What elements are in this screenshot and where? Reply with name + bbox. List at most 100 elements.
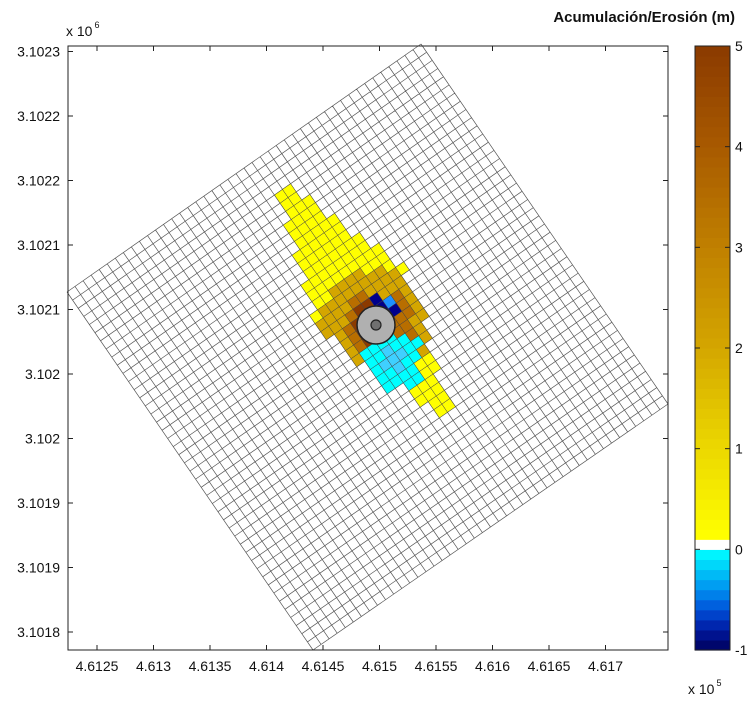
colorbar-band [695, 76, 730, 87]
colorbar-tick-label: 5 [735, 38, 743, 54]
colorbar-band [695, 116, 730, 128]
y-tick-label: 3.1018 [17, 624, 60, 640]
colorbar-band [695, 136, 730, 148]
colorbar-band [695, 629, 730, 641]
y-tick-label: 3.1019 [17, 495, 60, 511]
colorbar-band [695, 207, 730, 218]
colorbar-band [695, 408, 730, 420]
colorbar-band [695, 639, 730, 651]
colorbar-band [695, 337, 730, 349]
x-tick-label: 4.617 [588, 658, 623, 674]
colorbar-tick-label: 0 [735, 541, 743, 557]
x-exponent-power: 5 [716, 678, 721, 688]
x-tick-label: 4.6135 [189, 658, 232, 674]
y-tick-label: 3.1019 [17, 560, 60, 576]
x-tick-label: 4.613 [136, 658, 171, 674]
colorbar-band [695, 166, 730, 178]
colorbar-band [695, 297, 730, 309]
colorbar-band [695, 277, 730, 289]
y-tick-label: 3.102 [25, 431, 60, 447]
colorbar-band [695, 488, 730, 500]
colorbar-band [695, 499, 730, 510]
y-tick-label: 3.1022 [17, 108, 60, 124]
y-tick-label: 3.1022 [17, 173, 60, 189]
x-axis: 4.6125 4.613 4.6135 4.614 4.6145 4.615 4.6155 4… [76, 46, 623, 674]
field-cell [415, 307, 430, 323]
colorbar-band [695, 327, 730, 339]
y-tick-label: 3.102 [25, 366, 60, 382]
colorbar-band [695, 307, 730, 319]
colorbar-band [695, 358, 730, 369]
colorbar-band [695, 247, 730, 258]
colorbar-band [695, 539, 730, 550]
colorbar-band [695, 599, 730, 611]
colorbar-band [695, 197, 730, 208]
colorbar-tick-label: -1 [735, 642, 747, 658]
colorbar-tick-label: 4 [735, 139, 743, 155]
y-exponent-base: x 10 [66, 23, 93, 39]
colorbar-band [695, 549, 730, 560]
colorbar-band [695, 267, 730, 279]
colorbar-band [695, 519, 730, 530]
x-tick-label: 4.615 [362, 658, 397, 674]
colorbar-band [695, 388, 730, 399]
colorbar-band [695, 418, 730, 430]
colorbar-band [695, 317, 730, 329]
field-cell [395, 261, 410, 276]
axes-frame [67, 45, 669, 651]
x-tick-label: 4.616 [475, 658, 510, 674]
accumulation-erosion-field [274, 183, 456, 419]
colorbar-band [695, 509, 730, 520]
colorbar-band [695, 96, 730, 107]
colorbar-band [695, 186, 730, 198]
y-tick-label: 3.1023 [17, 44, 60, 60]
colorbar-band [695, 559, 730, 571]
colorbar-band [695, 46, 730, 57]
colorbar: -1 0 1 2 3 4 5 [694, 38, 747, 658]
colorbar-band [695, 529, 730, 540]
colorbar-band [695, 458, 730, 470]
colorbar-band [695, 126, 730, 138]
colorbar-band [695, 468, 730, 480]
colorbar-band [695, 448, 730, 460]
y-exponent-power: 6 [94, 20, 99, 30]
y-tick-label: 3.1021 [17, 237, 60, 253]
pile-core [370, 319, 382, 331]
colorbar-tick-label: 3 [735, 239, 743, 255]
y-axis: 3.1018 3.1019 3.1019 3.102 3.102 3.1021 3.1021… [17, 44, 668, 640]
colorbar-band [695, 217, 730, 228]
x-tick-label: 4.6125 [76, 658, 119, 674]
colorbar-band [695, 86, 730, 97]
colorbar-band [695, 237, 730, 248]
colorbar-band [695, 156, 730, 168]
y-tick-label: 3.1021 [17, 302, 60, 318]
x-exponent-base: x 10 [688, 681, 715, 697]
x-tick-label: 4.6145 [302, 658, 345, 674]
colorbar-band [695, 619, 730, 631]
colorbar-band [695, 106, 730, 118]
colorbar-band [695, 56, 730, 67]
colorbar-band [695, 438, 730, 450]
colorbar-band [695, 398, 730, 409]
colorbar-band [695, 348, 730, 359]
field-cell [427, 359, 442, 375]
colorbar-tick-label: 1 [735, 441, 743, 457]
colorbar-band [695, 176, 730, 188]
colorbar-band [695, 146, 730, 158]
x-exponent: x 10 5 [688, 678, 721, 697]
colorbar-band [695, 257, 730, 269]
colorbar-band [695, 378, 730, 389]
colorbar-band [695, 609, 730, 621]
x-tick-label: 4.6155 [415, 658, 458, 674]
colorbar-band [695, 579, 730, 591]
pile-structure [356, 305, 396, 345]
x-tick-label: 4.614 [249, 658, 284, 674]
colorbar-band [695, 589, 730, 601]
x-tick-label: 4.6165 [528, 658, 571, 674]
colorbar-title: Acumulación/Erosión (m) [553, 9, 735, 26]
colorbar-band [695, 478, 730, 490]
colorbar-tick-label: 2 [735, 340, 743, 356]
colorbar-band [695, 368, 730, 379]
colorbar-band [695, 66, 730, 77]
